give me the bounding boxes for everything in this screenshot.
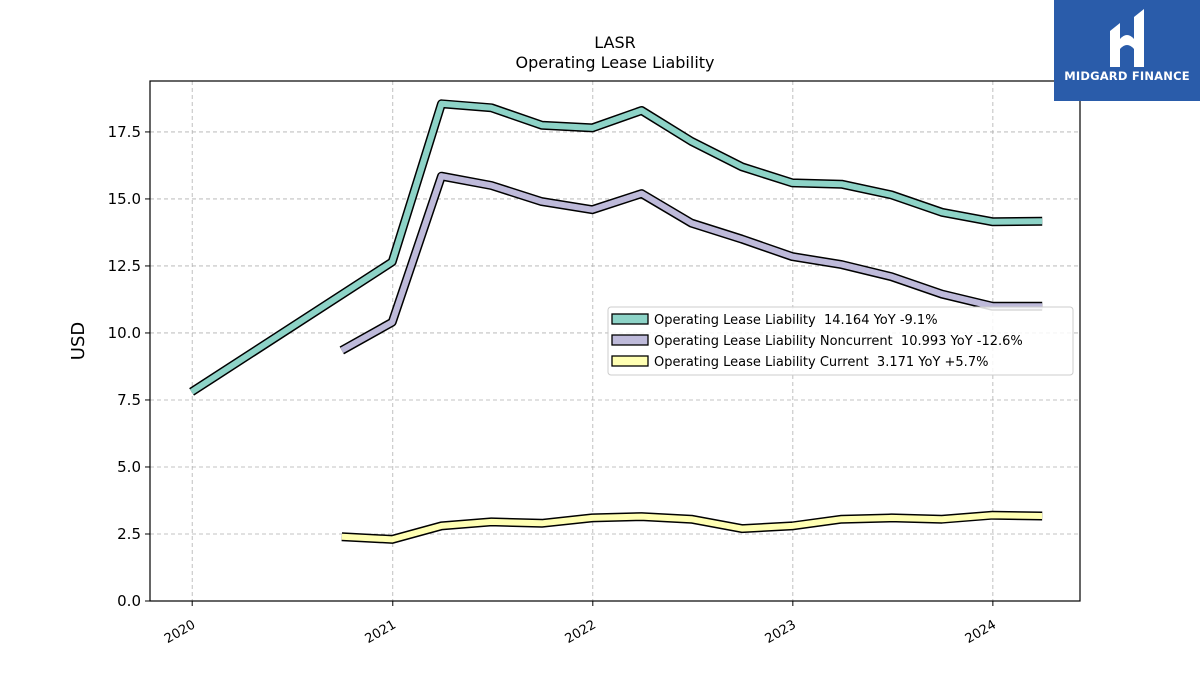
legend-swatch-2 [611, 355, 649, 367]
legend-label-2: Operating Lease Liability Current 3.171 … [654, 355, 988, 370]
legend-swatch-0 [611, 313, 649, 325]
legend: Operating Lease Liability 14.164 YoY -9.… [607, 306, 1074, 376]
x-tick-label: 2022 [563, 617, 599, 647]
y-tick-label: 2.5 [117, 525, 141, 543]
legend-label-0: Operating Lease Liability 14.164 YoY -9.… [654, 313, 938, 328]
brand-logo: MIDGARD FINANCE [1054, 0, 1200, 101]
y-tick-label: 10.0 [108, 324, 141, 342]
legend-box [607, 306, 1074, 376]
y-tick-label: 15.0 [108, 190, 141, 208]
series-line-1 [340, 173, 1043, 354]
x-tick-label: 2023 [763, 617, 799, 647]
y-tick-label: 5.0 [117, 458, 141, 476]
series-lines [189, 99, 1043, 544]
series-line-0 [189, 100, 1043, 395]
y-tick-label: 17.5 [108, 123, 141, 141]
brand-logo-icon [1110, 9, 1144, 67]
legend-swatch-1 [611, 334, 649, 346]
y-tick-label: 12.5 [108, 257, 141, 275]
chart-subtitle: Operating Lease Liability [515, 53, 714, 72]
x-tick-label: 2021 [363, 617, 399, 647]
series-line-2 [341, 512, 1043, 543]
y-tick-label: 7.5 [117, 391, 141, 409]
x-tick-label: 2020 [162, 617, 198, 647]
brand-name: MIDGARD FINANCE [1064, 69, 1190, 83]
y-tick-label: 0.0 [117, 592, 141, 610]
legend-label-1: Operating Lease Liability Noncurrent 10.… [654, 334, 1023, 349]
chart-title: LASR [594, 33, 636, 52]
plot-frame [149, 80, 1081, 602]
y-axis-label: USD [68, 322, 89, 360]
x-tick-label: 2024 [963, 617, 999, 647]
